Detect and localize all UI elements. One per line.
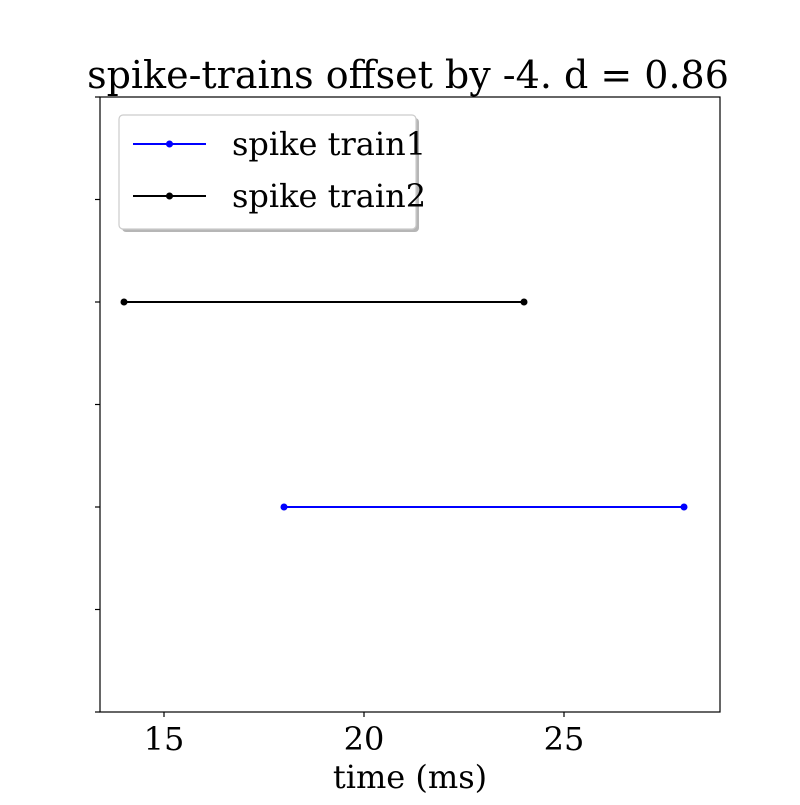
x-axis-ticks: 15 20 25 — [144, 712, 585, 758]
legend-entries: spike train1 spike train2 — [133, 125, 426, 215]
legend-label-2: spike train2 — [232, 177, 426, 215]
series-2-point-2 — [520, 298, 528, 306]
series-layer — [120, 298, 688, 511]
x-tick-label-1: 20 — [344, 720, 385, 758]
series-1-point-2 — [680, 503, 688, 511]
x-tick-label-2: 25 — [544, 720, 585, 758]
legend-label-1: spike train1 — [232, 125, 426, 163]
series-2-point-1 — [120, 298, 128, 306]
legend: spike train1 spike train2 — [118, 114, 426, 232]
chart-title: spike-trains offset by -4. d = 0.86 — [87, 53, 729, 97]
legend-marker-2 — [166, 192, 173, 200]
y-axis-ticks — [95, 96, 100, 713]
x-axis-label: time (ms) — [333, 758, 487, 796]
series-1-point-1 — [280, 503, 288, 511]
legend-marker-1 — [166, 140, 173, 148]
x-tick-label-0: 15 — [144, 720, 185, 758]
